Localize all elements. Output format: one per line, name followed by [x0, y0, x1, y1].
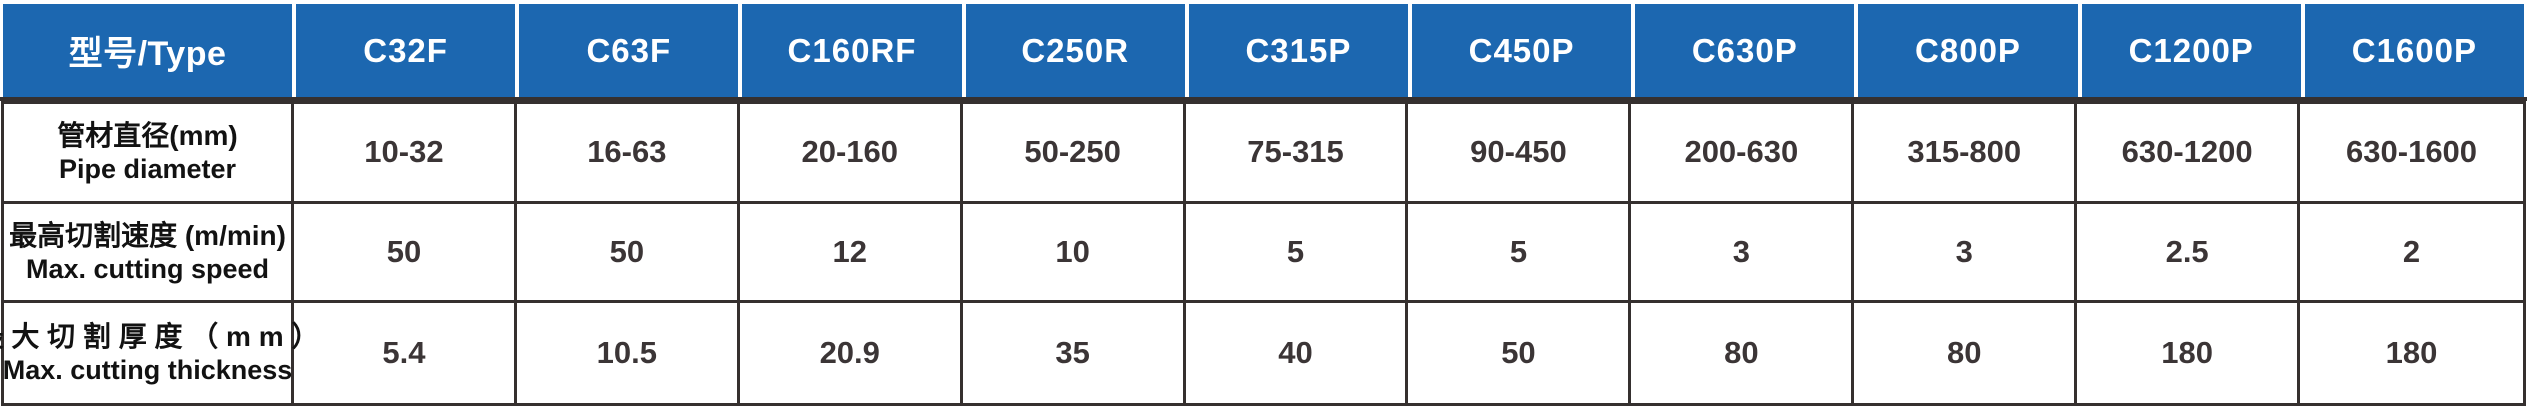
value-cell: 315-800 [1854, 104, 2078, 204]
value-cell: 50 [294, 203, 517, 304]
value-cell: 80 [1631, 303, 1855, 403]
value-cell: 3 [1631, 203, 1855, 304]
value-cell: 10 [962, 203, 1186, 304]
value-cell: 50 [1408, 303, 1632, 403]
row-label-pipe-diameter: 管材直径(mm) Pipe diameter [4, 104, 294, 204]
value-cell: 630-1600 [2300, 104, 2523, 204]
value-cell: 20.9 [740, 303, 963, 403]
row-label-en: Max. cutting thickness [2, 354, 293, 385]
row-label-max-cutting-thickness: 最 大 切 割 厚 度 （ m m ） Max. cutting thickne… [0, 303, 319, 403]
value-cell: 200-630 [1631, 104, 1855, 204]
value-cell: 35 [963, 303, 1186, 403]
value-cell: 3 [1854, 203, 2078, 304]
value-cell: 5 [1408, 203, 1632, 304]
row-label-cn: 最高切割速度 (m/min) [9, 219, 286, 251]
value-cell: 630-1200 [2077, 104, 2301, 204]
header-cell-model: C630P [1635, 4, 1855, 97]
header-cell-model: C315P [1188, 4, 1408, 97]
header-cell-model: C1600P [2304, 4, 2524, 97]
value-cell: 180 [2385, 335, 2438, 371]
value-cell: 50-250 [962, 104, 1186, 204]
value-cell: 10-32 [294, 104, 517, 204]
header-divider-line [0, 97, 2527, 101]
value-cell: 5.4 [294, 303, 517, 403]
value-cell: 2 [2300, 204, 2523, 304]
header-cell-model: C1200P [2081, 4, 2301, 97]
header-cell-model: C160RF [742, 4, 962, 97]
value-cell: 40 [1186, 303, 1409, 403]
header-cell-model: C250R [965, 4, 1185, 97]
value-cell: 20-160 [739, 104, 963, 204]
value-cell: 10.5 [517, 303, 740, 403]
row-label-cn: 管材直径(mm) [57, 119, 238, 151]
value-cell: 75-315 [1185, 104, 1409, 204]
row-label-cn: 最 大 切 割 厚 度 （ m m ） [0, 320, 320, 352]
value-cell: 50 [516, 203, 740, 304]
value-cell: 80 [1854, 303, 2078, 403]
value-cell: 12 [739, 203, 963, 304]
table-header-row: 型号/Type C32F C63F C160RF C250R C315P C45… [3, 4, 2524, 97]
value-cell: 5 [1185, 203, 1409, 304]
row-label-en: Max. cutting speed [25, 253, 270, 284]
value-cell: 180 [2077, 303, 2301, 403]
table-body: 管材直径(mm) Pipe diameter 10-32 16-63 20-16… [0, 101, 2526, 406]
row-label-max-cutting-speed: 最高切割速度 (m/min) Max. cutting speed [4, 203, 294, 304]
header-cell-model: C450P [1411, 4, 1632, 97]
header-cell-model: C63F [519, 4, 739, 97]
value-cell: 2.5 [2077, 203, 2301, 304]
header-cell-type: 型号/Type [3, 4, 292, 97]
value-cell: 90-450 [1408, 104, 1632, 204]
header-cell-model: C800P [1858, 4, 2078, 97]
header-cell-model: C32F [296, 4, 516, 97]
value-cell: 16-63 [516, 104, 740, 204]
row-label-en: Pipe diameter [58, 153, 237, 184]
